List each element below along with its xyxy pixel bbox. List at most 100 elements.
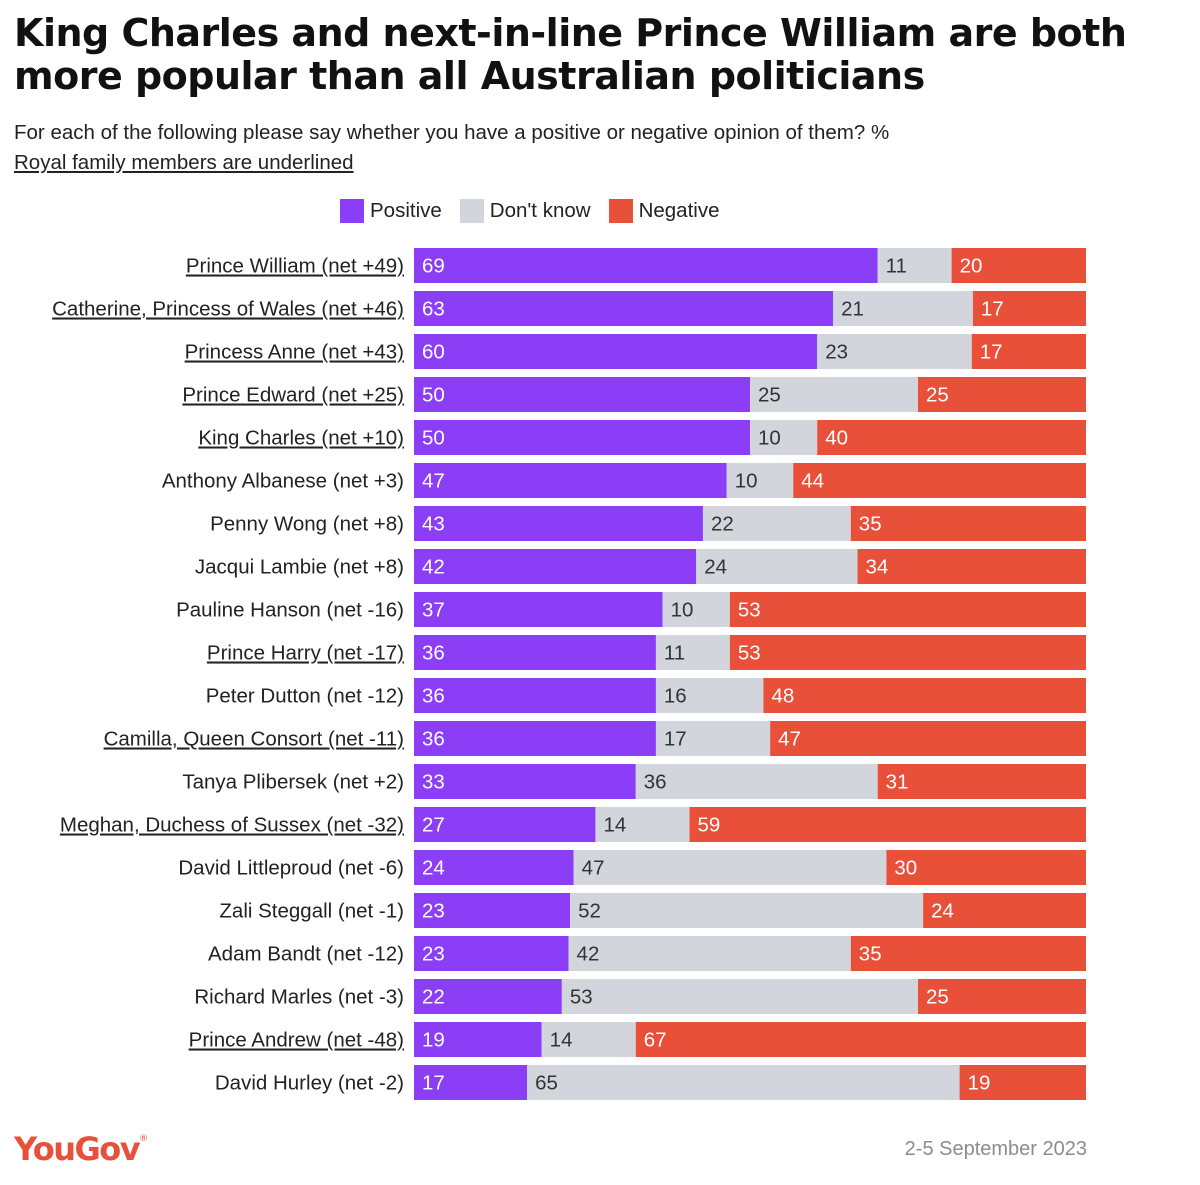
logo-text: YouGov [14,1130,141,1168]
legend-swatch-negative [608,199,633,223]
bar-dont-know-tanya-plibersek [635,764,878,799]
value-label-dont-know-princess-anne: 23 [825,341,848,364]
value-label-dont-know-penny-wong: 22 [711,513,734,536]
value-label-dont-know-anthony-albanese: 10 [735,470,758,493]
category-label-adam-bandt: Adam Bandt (net -12) [208,943,404,966]
category-label-zali-steggall: Zali Steggall (net -1) [219,900,404,923]
bar-negative-penny-wong [850,506,1086,541]
bar-positive-camilla-queen-consort [414,721,656,756]
value-label-negative-adam-bandt: 35 [859,943,882,966]
bar-positive-zali-steggall [414,893,571,928]
logo-trademark: ® [139,1134,149,1144]
bar-positive-peter-dutton [414,678,656,713]
value-label-negative-camilla-queen-consort: 47 [778,728,801,751]
value-label-negative-prince-edward: 25 [926,384,949,407]
category-label-king-charles: King Charles (net +10) [198,427,404,450]
value-label-positive-david-littleproud: 24 [422,857,445,880]
bar-positive-tanya-plibersek [414,764,636,799]
bar-dont-know-anthony-albanese [726,463,794,498]
bar-negative-david-hurley [959,1065,1086,1100]
bar-dont-know-richard-marles [561,979,918,1014]
value-label-negative-prince-harry: 53 [738,642,761,665]
value-label-positive-prince-harry: 36 [422,642,445,665]
category-label-meghan-duchess-of-sussex: Meghan, Duchess of Sussex (net -32) [60,814,404,837]
value-label-positive-tanya-plibersek: 33 [422,771,445,794]
category-label-david-littleproud: David Littleproud (net -6) [178,857,404,880]
value-label-negative-tanya-plibersek: 31 [886,771,909,794]
value-label-dont-know-prince-william: 11 [886,255,907,278]
value-label-dont-know-prince-harry: 11 [664,642,685,665]
bar-positive-adam-bandt [414,936,569,971]
bar-dont-know-princess-anne [817,334,972,369]
category-label-prince-william: Prince William (net +49) [186,255,404,278]
bar-positive-king-charles [414,420,750,455]
bar-dont-know-prince-harry [655,635,730,670]
bar-negative-richard-marles [918,979,1086,1014]
bar-dont-know-meghan-duchess-of-sussex [595,807,690,842]
value-label-dont-know-camilla-queen-consort: 17 [664,728,687,751]
value-label-positive-peter-dutton: 36 [422,685,445,708]
legend-label-positive: Positive [370,199,442,222]
bar-dont-know-peter-dutton [655,678,764,713]
value-label-dont-know-peter-dutton: 16 [664,685,687,708]
value-label-positive-prince-andrew: 19 [422,1029,445,1052]
bar-positive-meghan-duchess-of-sussex [414,807,596,842]
value-label-positive-meghan-duchess-of-sussex: 27 [422,814,445,837]
value-label-negative-david-hurley: 19 [968,1072,991,1095]
bar-negative-prince-william [951,248,1086,283]
bar-positive-prince-william [414,248,878,283]
value-label-positive-jacqui-lambie: 42 [422,556,445,579]
value-label-positive-penny-wong: 43 [422,513,445,536]
bar-negative-prince-andrew [635,1022,1086,1057]
value-label-positive-camilla-queen-consort: 36 [422,728,445,751]
bar-negative-anthony-albanese [793,463,1086,498]
bar-dont-know-prince-william [877,248,952,283]
value-label-positive-pauline-hanson: 37 [422,599,445,622]
value-label-negative-king-charles: 40 [825,427,848,450]
yougov-logo: YouGov® [14,1130,148,1168]
value-label-dont-know-david-littleproud: 47 [582,857,605,880]
bar-dont-know-penny-wong [702,506,851,541]
bar-positive-pauline-hanson [414,592,663,627]
bar-positive-prince-edward [414,377,750,412]
value-label-positive-catherine-princess-of-wales: 63 [422,298,445,321]
category-label-jacqui-lambie: Jacqui Lambie (net +8) [195,556,404,579]
bar-positive-prince-harry [414,635,656,670]
category-label-anthony-albanese: Anthony Albanese (net +3) [162,470,404,493]
bar-negative-pauline-hanson [729,592,1086,627]
bar-positive-jacqui-lambie [414,549,697,584]
bar-positive-catherine-princess-of-wales [414,291,834,326]
value-label-positive-prince-edward: 50 [422,384,445,407]
value-label-positive-zali-steggall: 23 [422,900,445,923]
bar-dont-know-pauline-hanson [662,592,730,627]
bar-positive-david-littleproud [414,850,574,885]
value-label-positive-princess-anne: 60 [422,341,445,364]
bar-positive-penny-wong [414,506,703,541]
value-label-dont-know-meghan-duchess-of-sussex: 14 [603,814,626,837]
value-label-dont-know-prince-edward: 25 [758,384,781,407]
value-label-dont-know-king-charles: 10 [758,427,781,450]
value-label-dont-know-zali-steggall: 52 [578,900,601,923]
chart-subtitle: For each of the following please say whe… [14,121,890,144]
value-label-negative-prince-andrew: 67 [644,1029,667,1052]
bar-negative-tanya-plibersek [877,764,1086,799]
value-label-negative-peter-dutton: 48 [771,685,794,708]
value-label-negative-penny-wong: 35 [859,513,882,536]
bar-negative-prince-edward [918,377,1086,412]
value-label-negative-princess-anne: 17 [980,341,1003,364]
bar-dont-know-prince-andrew [541,1022,636,1057]
value-label-positive-david-hurley: 17 [422,1072,445,1095]
bar-dont-know-prince-edward [750,377,918,412]
value-label-dont-know-pauline-hanson: 10 [671,599,694,622]
category-label-tanya-plibersek: Tanya Plibersek (net +2) [182,771,404,794]
category-label-princess-anne: Princess Anne (net +43) [185,341,404,364]
bar-positive-david-hurley [414,1065,528,1100]
legend-swatch-positive [340,199,364,223]
bar-positive-anthony-albanese [414,463,727,498]
bar-negative-catherine-princess-of-wales [972,291,1086,326]
value-label-positive-richard-marles: 22 [422,986,445,1009]
bar-dont-know-catherine-princess-of-wales [833,291,973,326]
bar-positive-richard-marles [414,979,562,1014]
value-label-negative-richard-marles: 25 [926,986,949,1009]
legend: Positive Don't know Negative [340,197,737,225]
